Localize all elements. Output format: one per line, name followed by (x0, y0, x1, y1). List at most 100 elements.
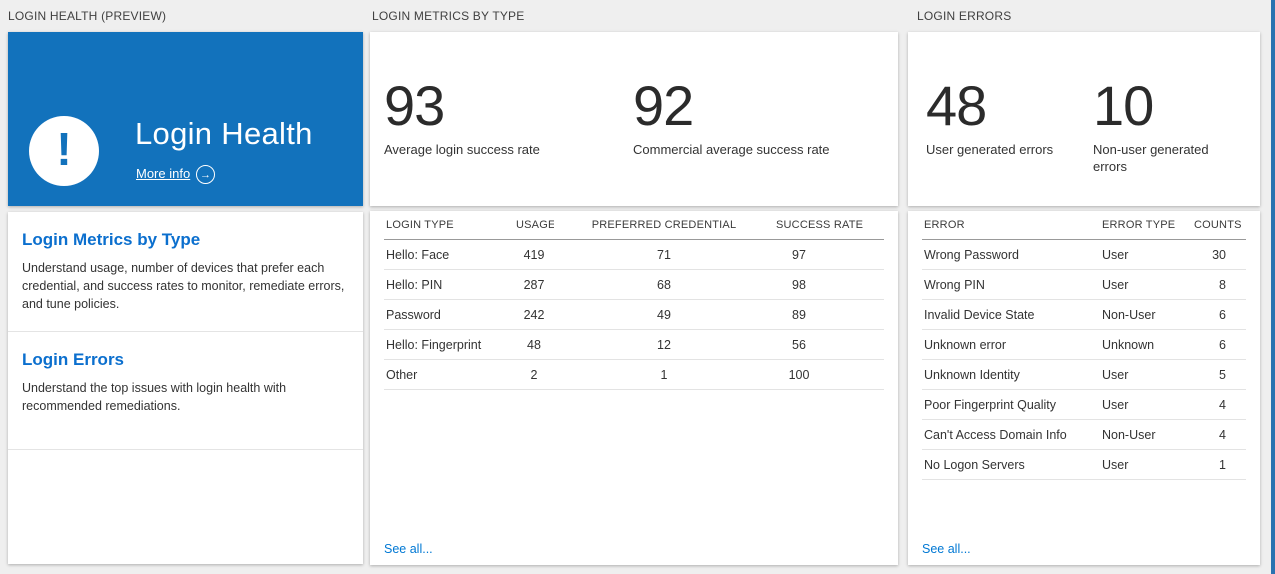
column-header: USAGE (514, 211, 554, 240)
table-cell: Password (384, 299, 514, 330)
table-row: Poor Fingerprint Quality User 4 (922, 389, 1246, 420)
table-cell: Hello: PIN (384, 269, 514, 300)
table-row: Wrong PIN User 8 (922, 269, 1246, 300)
stat-value: 48 (926, 74, 987, 137)
table-cell: 419 (514, 239, 554, 270)
table-header-row: ERROR ERROR TYPE COUNTS (922, 211, 1246, 240)
login-metrics-summary-tile: 93 Average login success rate 92 Commerc… (370, 32, 898, 206)
login-health-nav-panel: Login Metrics by Type Understand usage, … (8, 212, 363, 564)
nav-section-title[interactable]: Login Errors (22, 350, 125, 369)
table-cell: 242 (514, 299, 554, 330)
nav-section-description: Understand the top issues with login hea… (22, 381, 287, 414)
stat-average-login-success-rate: 93 Average login success rate (384, 78, 540, 159)
table-cell: 98 (774, 269, 884, 300)
table-cell: 4 (1192, 419, 1246, 450)
stat-label: User generated errors (926, 142, 1054, 157)
login-errors-table-tile: ERROR ERROR TYPE COUNTS Wrong Password User… (908, 211, 1260, 565)
stat-label: Non-user generated errors (1093, 142, 1209, 174)
table-cell: User (1100, 389, 1192, 420)
column-header: SUCCESS RATE (774, 211, 884, 240)
login-errors-table: ERROR ERROR TYPE COUNTS Wrong Password User… (922, 211, 1246, 480)
table-cell: 1 (554, 359, 774, 390)
table-row: Password 242 49 89 (384, 299, 884, 330)
table-cell: 48 (514, 329, 554, 360)
stat-label: Commercial average success rate (633, 142, 830, 157)
table-cell: Poor Fingerprint Quality (922, 389, 1100, 420)
part-header-login-metrics: LOGIN METRICS BY TYPE (372, 9, 525, 23)
table-cell: Other (384, 359, 514, 390)
table-header-row: LOGIN TYPE USAGE PREFERRED CREDENTIAL SUCCE… (384, 211, 884, 240)
table-cell: 5 (1192, 359, 1246, 390)
table-cell: 30 (1192, 239, 1246, 270)
table-cell: Unknown error (922, 329, 1100, 360)
table-row: Wrong Password User 30 (922, 239, 1246, 270)
table-cell: 287 (514, 269, 554, 300)
table-cell: 56 (774, 329, 884, 360)
arrow-glyph: → (200, 168, 211, 181)
table-cell: 8 (1192, 269, 1246, 300)
table-cell: Hello: Fingerprint (384, 329, 514, 360)
stat-value: 10 (1093, 74, 1154, 137)
nav-section-title[interactable]: Login Metrics by Type (22, 230, 201, 249)
stat-value: 93 (384, 74, 445, 137)
table-row: Can't Access Domain Info Non-User 4 (922, 419, 1246, 450)
login-health-tile[interactable]: ! Login Health More info → (8, 32, 363, 206)
table-cell: 71 (554, 239, 774, 270)
stat-commercial-average-success-rate: 92 Commercial average success rate (633, 78, 830, 159)
column-header: ERROR (922, 211, 1100, 240)
column-header: LOGIN TYPE (384, 211, 514, 240)
table-cell: 1 (1192, 449, 1246, 480)
see-all-link[interactable]: See all... (922, 542, 971, 556)
table-cell: User (1100, 239, 1192, 270)
nav-section-login-metrics[interactable]: Login Metrics by Type Understand usage, … (8, 212, 363, 332)
table-cell: Can't Access Domain Info (922, 419, 1100, 450)
nav-section-description: Understand usage, number of devices that… (22, 261, 345, 312)
table-row: Invalid Device State Non-User 6 (922, 299, 1246, 330)
table-cell: 49 (554, 299, 774, 330)
see-all-link[interactable]: See all... (384, 542, 433, 556)
table-row: No Logon Servers User 1 (922, 449, 1246, 480)
login-metrics-table-tile: LOGIN TYPE USAGE PREFERRED CREDENTIAL SUCCE… (370, 211, 898, 565)
table-cell: User (1100, 449, 1192, 480)
stat-user-generated-errors: 48 User generated errors (926, 78, 1053, 159)
table-cell: Unknown (1100, 329, 1192, 360)
table-cell: Non-User (1100, 419, 1192, 450)
column-header: ERROR TYPE (1100, 211, 1192, 240)
exclamation-glyph: ! (56, 123, 72, 175)
table-cell: Non-User (1100, 299, 1192, 330)
table-cell: 89 (774, 299, 884, 330)
table-row: Unknown error Unknown 6 (922, 329, 1246, 360)
table-cell: 97 (774, 239, 884, 270)
stat-label: Average login success rate (384, 142, 540, 157)
table-cell: 12 (554, 329, 774, 360)
arrow-right-icon[interactable]: → (196, 165, 215, 184)
stat-non-user-generated-errors: 10 Non-user generated errors (1093, 78, 1223, 176)
nav-section-login-errors[interactable]: Login Errors Understand the top issues w… (8, 332, 363, 450)
table-cell: User (1100, 269, 1192, 300)
table-row: Unknown Identity User 5 (922, 359, 1246, 390)
table-row: Hello: Fingerprint 48 12 56 (384, 329, 884, 360)
login-metrics-table: LOGIN TYPE USAGE PREFERRED CREDENTIAL SUCCE… (384, 211, 884, 390)
table-cell: User (1100, 359, 1192, 390)
table-cell: 6 (1192, 329, 1246, 360)
exclamation-icon: ! (29, 116, 99, 186)
table-cell: 2 (514, 359, 554, 390)
table-cell: 100 (774, 359, 884, 390)
table-cell: Hello: Face (384, 239, 514, 270)
table-row: Other 2 1 100 (384, 359, 884, 390)
part-header-login-health: LOGIN HEALTH (PREVIEW) (8, 9, 167, 23)
table-cell: Invalid Device State (922, 299, 1100, 330)
login-errors-summary-tile: 48 User generated errors 10 Non-user gen… (908, 32, 1260, 206)
table-row: Hello: Face 419 71 97 (384, 239, 884, 270)
table-cell: No Logon Servers (922, 449, 1100, 480)
part-header-login-errors: LOGIN ERRORS (917, 9, 1012, 23)
blade-edge-border (1271, 0, 1275, 574)
more-info-link[interactable]: More info (136, 166, 191, 181)
table-cell: Unknown Identity (922, 359, 1100, 390)
table-cell: 6 (1192, 299, 1246, 330)
column-header: COUNTS (1192, 211, 1246, 240)
table-cell: Wrong PIN (922, 269, 1100, 300)
stat-value: 92 (633, 74, 694, 137)
table-cell: 4 (1192, 389, 1246, 420)
tile-title: Login Health (135, 116, 313, 151)
